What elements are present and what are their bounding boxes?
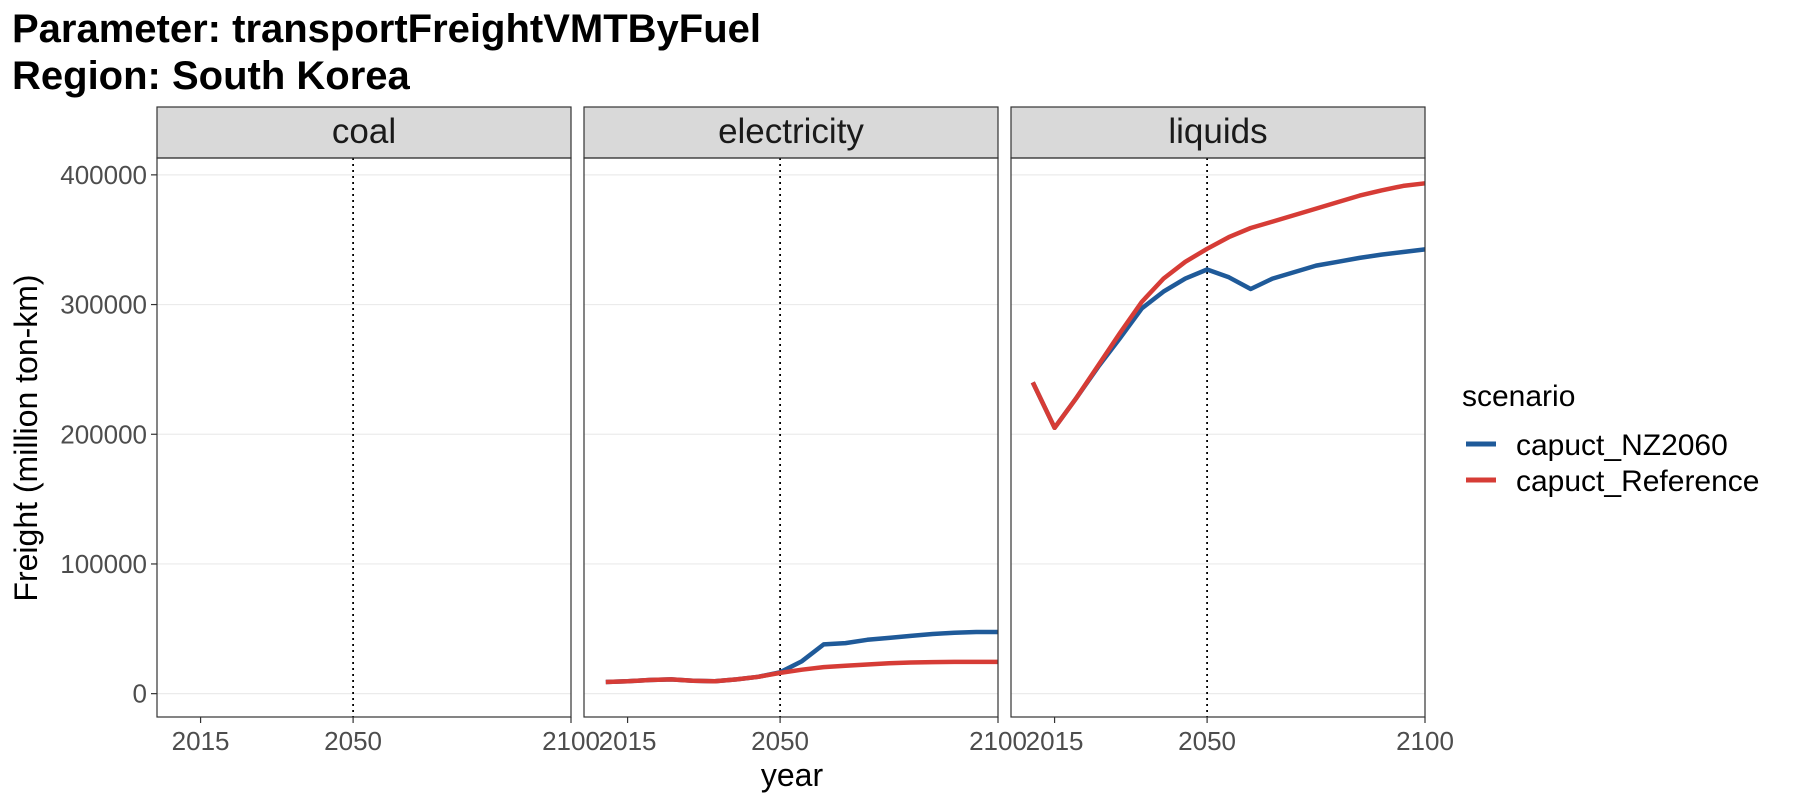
facet-label-electricity: electricity: [718, 112, 864, 151]
x-tick-label: 2100: [969, 726, 1027, 756]
series-line-capuct_Reference: [605, 659, 998, 685]
x-tick-label: 2015: [172, 726, 230, 756]
y-axis-label: Freight (million ton-km): [8, 274, 44, 601]
chart-title: Parameter: transportFreightVMTByFuel Reg…: [12, 6, 761, 100]
panel-liquids: liquids 2015 2050 2100: [1010, 106, 1454, 756]
x-tick-label: 2100: [542, 726, 600, 756]
y-tick-label: 200000: [60, 419, 147, 449]
chart-title-line-2: Region: South Korea: [12, 54, 410, 98]
y-tick-label: 0: [133, 679, 147, 709]
panel-coal: coal 2015 2050 2100: [156, 106, 600, 756]
x-tick-label: 2015: [599, 726, 657, 756]
facet-strip: [156, 106, 572, 159]
x-tick-label: 2050: [324, 726, 382, 756]
x-tick-label: 2100: [1396, 726, 1454, 756]
legend-label-capuct_NZ2060: capuct_NZ2060: [1516, 429, 1728, 462]
facet-strip: [583, 106, 999, 159]
y-tick-label: 100000: [60, 549, 147, 579]
chart-title-line-1: Parameter: transportFreightVMTByFuel: [12, 7, 762, 51]
facet-label-liquids: liquids: [1168, 112, 1267, 151]
series-line-capuct_NZ2060: [605, 629, 998, 685]
facet-label-coal: coal: [332, 112, 396, 151]
x-axis-label: year: [761, 757, 824, 793]
panel-border: [583, 157, 999, 718]
series-line-capuct_Reference: [1030, 181, 1426, 431]
y-tick-label: 300000: [60, 290, 147, 320]
legend-label-capuct_Reference: capuct_Reference: [1516, 465, 1760, 498]
y-tick-label: 400000: [60, 160, 147, 190]
panel-border: [156, 157, 572, 718]
panel-electricity: electricity 2015 2050 2100: [583, 106, 1027, 756]
x-tick-label: 2050: [1178, 726, 1236, 756]
series-line-capuct_NZ2060: [1030, 247, 1426, 431]
x-tick-label: 2050: [751, 726, 809, 756]
facet-strip: [1010, 106, 1426, 159]
legend-title: scenario: [1462, 380, 1575, 413]
panel-border: [1010, 157, 1426, 718]
x-tick-label: 2015: [1026, 726, 1084, 756]
